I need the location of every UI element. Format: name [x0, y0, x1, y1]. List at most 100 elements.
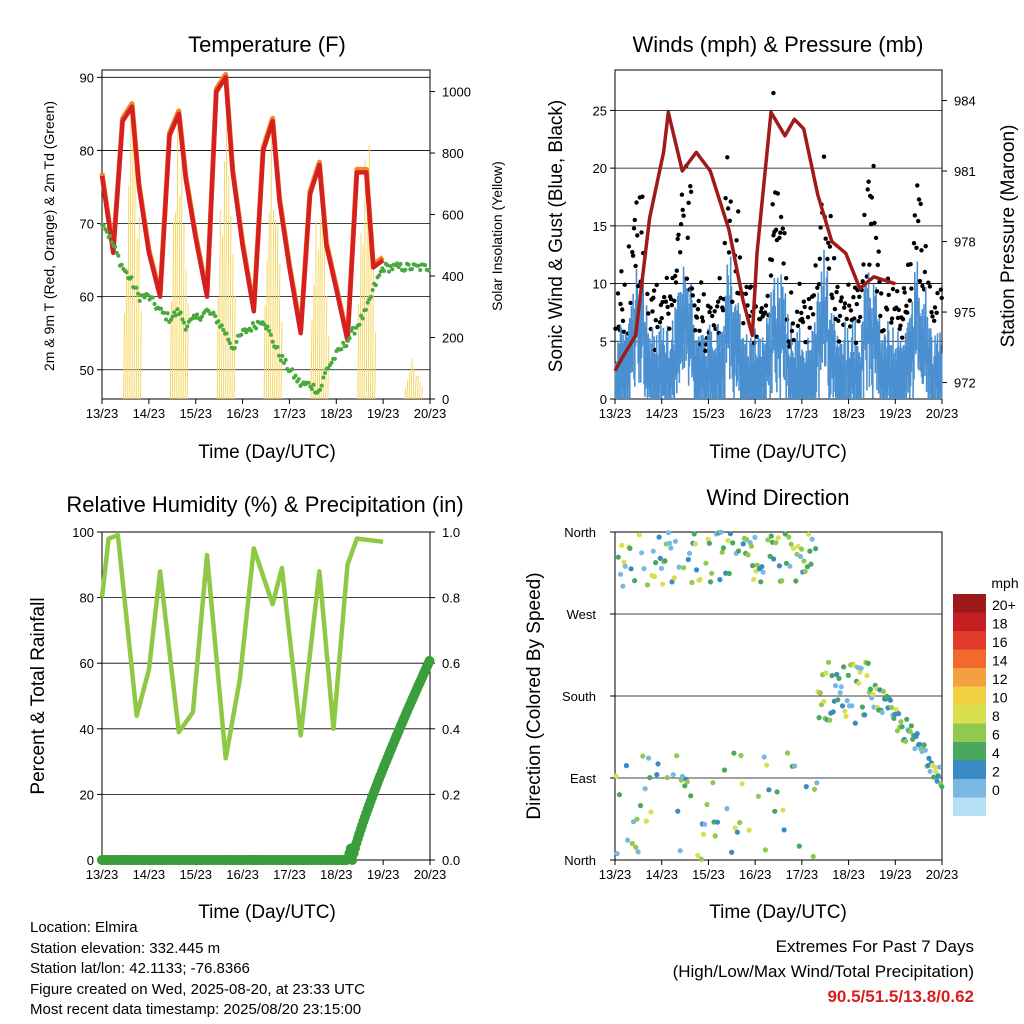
direction-point — [934, 778, 940, 784]
direction-point — [830, 709, 836, 715]
solar-insolation-spike — [278, 263, 281, 400]
gust-point — [826, 266, 832, 271]
dewpoint-point — [234, 339, 239, 344]
gust-point — [634, 200, 639, 205]
legend-swatch — [953, 612, 986, 631]
gust-point — [929, 310, 934, 315]
direction-point — [838, 684, 844, 690]
dewpoint-point — [293, 373, 298, 378]
y2-tick-label: 200 — [442, 331, 464, 346]
direction-point — [637, 803, 644, 809]
winds-title: Winds (mph) & Pressure (mb) — [633, 32, 924, 57]
gust-point — [920, 283, 925, 289]
x-tick-label: 14/23 — [645, 867, 678, 882]
y-tick-label: 20 — [593, 161, 607, 176]
x-tick-label: 15/23 — [179, 406, 212, 421]
direction-point — [732, 825, 738, 831]
gust-point — [881, 328, 886, 333]
direction-point — [845, 672, 851, 678]
dewpoint-point — [416, 263, 421, 268]
gust-point — [901, 286, 907, 291]
direction-point — [879, 709, 885, 716]
gust-point — [784, 276, 789, 281]
dewpoint-point — [357, 322, 362, 327]
y2-tick-label: 1000 — [442, 85, 471, 100]
solar-insolation-spike — [127, 185, 130, 400]
gust-point — [935, 290, 940, 296]
gust-point — [801, 299, 806, 304]
dewpoint-point — [370, 288, 375, 292]
dewpoint-point — [365, 300, 370, 305]
gust-point — [697, 328, 702, 333]
gust-point — [674, 268, 679, 273]
gust-point — [741, 321, 746, 326]
direction-point — [817, 690, 823, 696]
dewpoint-point — [216, 319, 221, 324]
direction-point — [648, 809, 654, 815]
gust-point — [808, 305, 813, 311]
direction-point — [865, 660, 871, 667]
y-tick-label: 0 — [87, 853, 94, 868]
gust-point — [645, 291, 650, 297]
dewpoint-point — [173, 313, 178, 318]
dewpoint-point — [347, 336, 352, 341]
dewpoint-point — [396, 265, 401, 270]
gust-point — [662, 294, 667, 300]
direction-point — [888, 704, 895, 711]
direction-point — [760, 569, 766, 575]
direction-point — [744, 537, 750, 543]
direction-point — [843, 713, 849, 720]
direction-point — [725, 538, 731, 544]
gust-point — [720, 308, 726, 313]
solar-insolation-spike — [404, 388, 407, 400]
direction-point — [650, 548, 656, 554]
direction-point — [765, 537, 771, 543]
direction-point — [657, 555, 663, 562]
direction-point — [714, 819, 721, 825]
dewpoint-point — [387, 269, 391, 274]
gust-point — [858, 314, 863, 320]
dewpoint-point — [352, 331, 357, 336]
temperature-ylabel-left: 2m & 9m T (Red, Orange) & 2m Td (Green) — [41, 101, 57, 371]
gust-point — [636, 283, 641, 289]
gust-point — [633, 263, 638, 269]
y-tick-label: West — [567, 607, 597, 622]
dewpoint-point — [388, 264, 393, 268]
x-tick-label: 17/23 — [786, 867, 819, 882]
dewpoint-point — [382, 269, 387, 273]
dewpoint-point — [239, 332, 244, 337]
gust-point — [730, 299, 735, 304]
solar-insolation-spike — [408, 372, 411, 400]
gust-point — [890, 286, 896, 292]
direction-point — [660, 581, 666, 587]
direction-point — [807, 548, 813, 554]
direction-point — [891, 715, 897, 722]
y2-tick-label: 600 — [442, 208, 464, 223]
dewpoint-point — [277, 353, 282, 358]
direction-point — [654, 772, 660, 778]
legend-swatch — [953, 779, 986, 798]
direction-point — [858, 665, 864, 671]
dewpoint-point — [254, 326, 259, 331]
gust-point — [865, 187, 870, 192]
dewpoint-point — [418, 268, 423, 272]
dewpoint-point — [249, 328, 254, 333]
direction-point — [689, 579, 695, 586]
gust-point — [908, 262, 913, 267]
solar-insolation-spike — [229, 215, 232, 400]
gust-point — [684, 276, 690, 281]
direction-point — [825, 659, 832, 665]
x-tick-label: 13/23 — [86, 867, 119, 882]
gust-point — [904, 303, 909, 308]
direction-point — [675, 808, 681, 814]
direction-point — [658, 565, 665, 571]
legend-swatch — [953, 742, 986, 761]
gust-point — [734, 238, 739, 243]
direction-point — [634, 816, 640, 822]
dewpoint-point — [321, 375, 326, 380]
x-tick-label: 14/23 — [133, 867, 166, 882]
solar-insolation-spike — [363, 158, 366, 400]
gust-point — [707, 309, 712, 315]
dewpoint-point — [395, 261, 400, 266]
dewpoint-point — [129, 275, 134, 280]
